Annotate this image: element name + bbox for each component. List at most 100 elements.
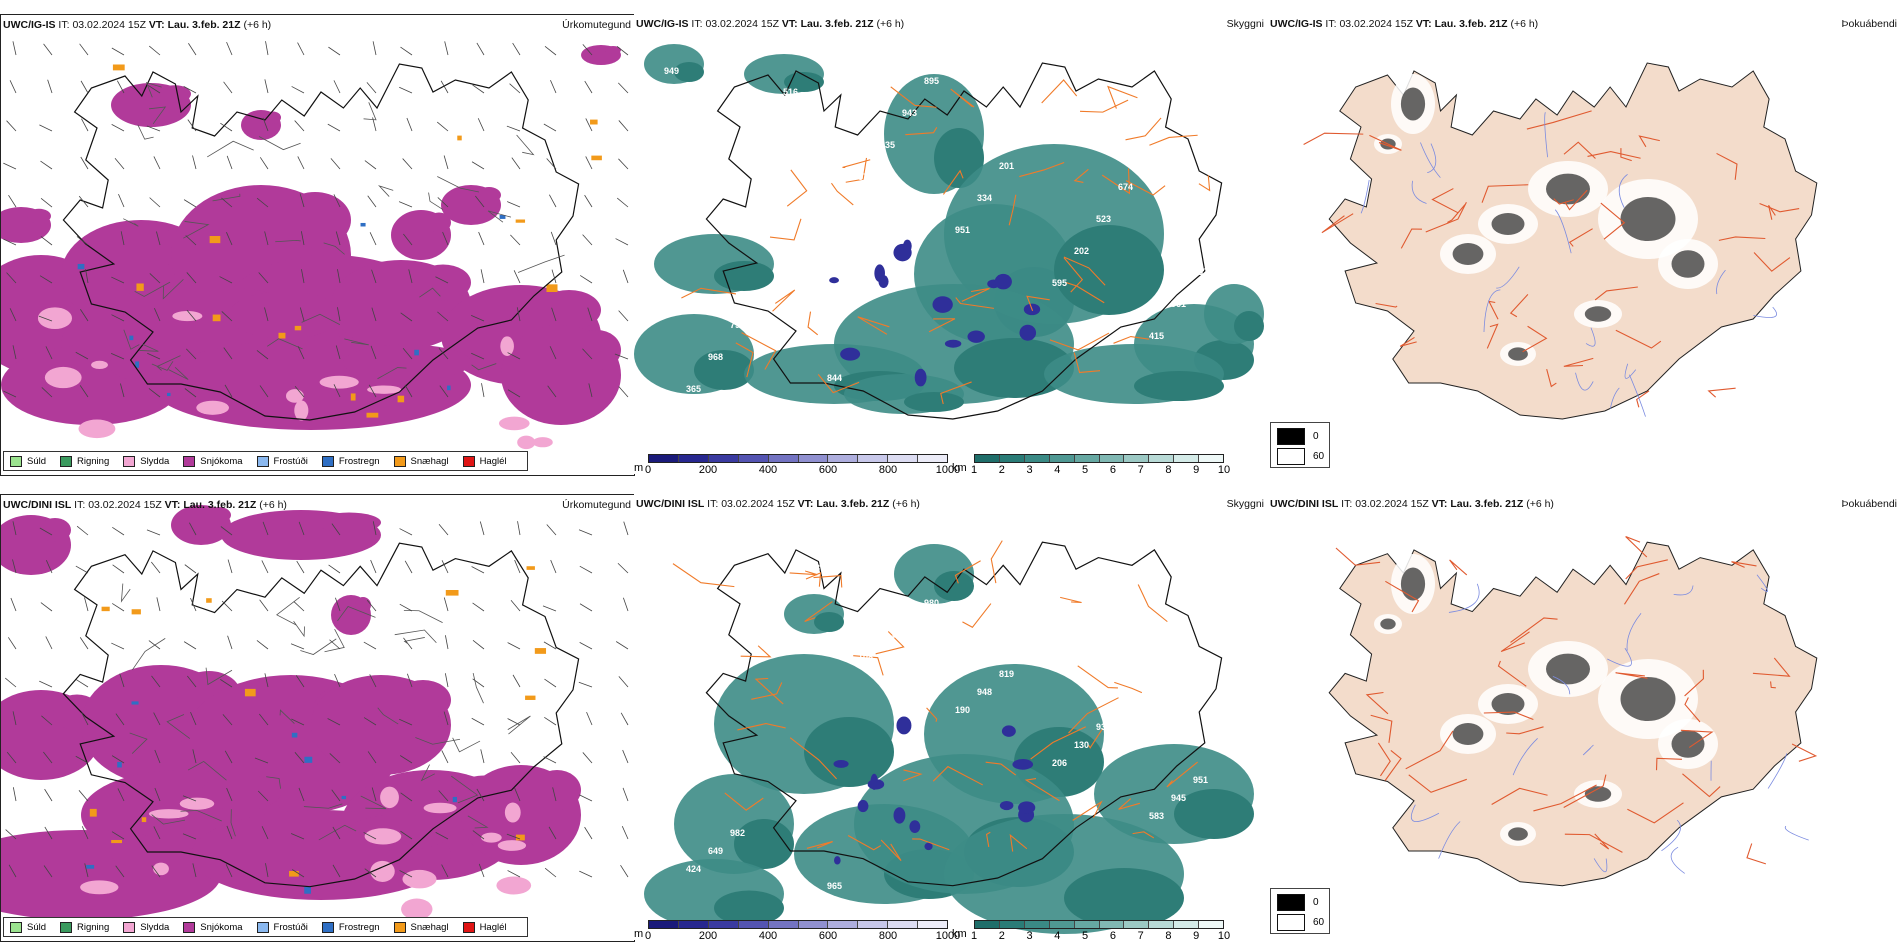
road-line: [853, 655, 884, 676]
wind-barb: [471, 315, 485, 322]
road-line: [487, 210, 512, 223]
wind-barb: [363, 641, 377, 650]
low-visibility-area: [1054, 225, 1164, 315]
road-line: [1132, 831, 1155, 839]
fog-map: [1328, 536, 1818, 887]
wind-barb: [550, 79, 557, 94]
wind-barb: [148, 640, 161, 650]
wind-barb: [588, 383, 593, 398]
valid-label: VT:: [164, 499, 181, 511]
wind-barb: [81, 118, 89, 132]
wind-barb: [618, 386, 629, 398]
colorbar-tick: 3: [1026, 464, 1033, 474]
river-line: [1583, 744, 1594, 756]
snow-area: [605, 46, 621, 54]
low-visibility-area: [904, 392, 964, 412]
low-cloud-area: [1018, 801, 1036, 814]
cloud-base-label: 842: [902, 616, 917, 626]
legend-label: Snæhagl: [410, 921, 449, 933]
wind-barb: [5, 829, 17, 840]
road-line: [875, 631, 905, 655]
wind-barb: [115, 865, 125, 878]
road-line: [672, 563, 735, 588]
colorbar-cell: [649, 455, 679, 462]
wind-barb: [227, 559, 233, 574]
wind-barb: [293, 601, 305, 612]
road-line: [1009, 833, 1028, 852]
wind-barb: [151, 561, 161, 574]
valid-label: VT:: [1415, 18, 1432, 30]
colorbar-tick: 8: [1165, 464, 1172, 474]
wind-barb: [290, 833, 305, 840]
low-cloud-area: [896, 716, 912, 735]
wind-barb: [441, 864, 449, 878]
wind-barb: [400, 792, 413, 802]
wind-barb: [480, 269, 485, 284]
road-line: [258, 136, 301, 151]
wind-barb: [153, 826, 161, 840]
wind-barb: [364, 868, 377, 878]
precip-map: [1, 41, 629, 450]
wind-barb: [84, 597, 89, 612]
issue-time: 03.02.2024 15Z: [1339, 18, 1413, 30]
wind-barb: [471, 566, 485, 574]
colorbar-tick: 6: [1109, 930, 1116, 940]
wind-barb: [224, 750, 233, 764]
river-line: [1496, 266, 1520, 289]
cloud-base-label: 795: [730, 320, 745, 330]
wind-barb: [43, 43, 53, 56]
wind-barb: [441, 560, 449, 574]
cloud-base-label: 202: [1074, 246, 1089, 256]
wind-barb: [438, 790, 449, 802]
panel-header: UWC/IG-IS IT: 03.02.2024 15Z VT: Lau. 3.…: [1270, 18, 1538, 30]
valid-label: VT:: [148, 19, 165, 31]
wind-barb: [544, 867, 557, 878]
wind-barb: [471, 161, 485, 170]
wind-barb: [327, 123, 341, 132]
wind-barb: [548, 826, 557, 840]
wind-barb: [622, 749, 629, 764]
colorbar-tick: 200: [698, 930, 718, 940]
sleet-area: [285, 389, 304, 403]
road-line: [1746, 843, 1767, 865]
graupel-area: [244, 688, 256, 697]
road-line: [180, 810, 222, 822]
road-line: [928, 318, 956, 333]
cloud-base-label: 508: [880, 634, 895, 644]
legend-label: Snjókoma: [200, 921, 243, 933]
wind-barb: [219, 276, 233, 284]
road-line: [517, 254, 565, 273]
snow-area: [427, 212, 451, 233]
wind-barb: [227, 635, 233, 650]
wind-barb: [516, 307, 521, 322]
cloud-base-label: 819: [999, 669, 1014, 679]
wind-barb: [120, 383, 125, 398]
graupel-area: [278, 332, 286, 339]
sleet-area: [153, 862, 169, 876]
colorbar-cell: [999, 455, 1025, 462]
road-line: [1506, 726, 1544, 735]
fog-area: [1671, 730, 1705, 758]
wind-barb: [623, 521, 629, 536]
cloud-base-label: 949: [664, 66, 679, 76]
colorbar-tick: 800: [878, 464, 898, 474]
issue-label: IT:: [74, 499, 86, 511]
wind-barb: [111, 755, 125, 764]
road-line: [1594, 286, 1638, 301]
precip-legend: Súld Rigning Slydda Snjókoma Frostúði Frostre…: [3, 917, 528, 937]
panel-title: Skyggni: [1226, 498, 1264, 510]
road-line: [903, 769, 923, 782]
wind-barb: [39, 680, 53, 688]
road-line: [985, 831, 991, 848]
road-line: [1370, 714, 1393, 743]
sleet-area: [517, 435, 536, 450]
wind-barb: [40, 197, 53, 208]
road-line: [168, 367, 189, 380]
road-line: [452, 737, 481, 753]
colorbar-tick: 600: [818, 464, 838, 474]
road-line: [804, 601, 833, 622]
wind-barb: [400, 312, 413, 322]
wind-barb: [543, 756, 557, 764]
wind-barb: [254, 757, 269, 764]
sleet-area: [380, 786, 399, 809]
